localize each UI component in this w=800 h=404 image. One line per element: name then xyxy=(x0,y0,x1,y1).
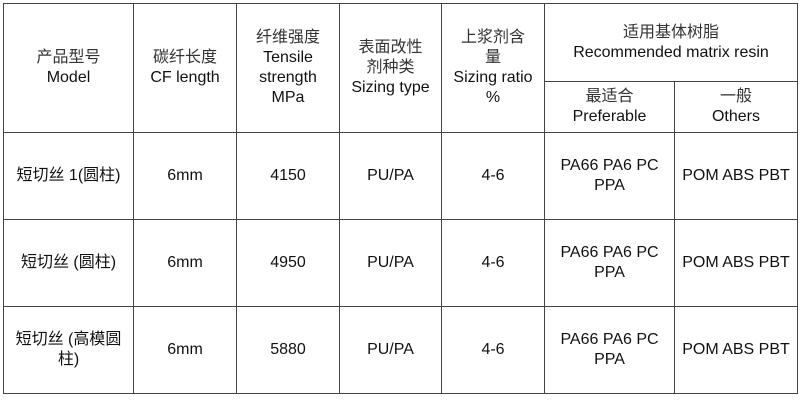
cell-length: 6mm xyxy=(133,132,237,220)
cell-others: POM ABS PBT xyxy=(674,219,798,307)
table-row: 短切丝 (圆柱) 6mm 4950 PU/PA 4-6 PA66 PA6 PC P… xyxy=(3,219,798,307)
header-tensile-en3: MPa xyxy=(271,89,305,106)
header-preferable-cn: 最适合 xyxy=(585,88,634,105)
header-cf-length-en: CF length xyxy=(150,69,220,86)
header-tensile-en1: Tensile xyxy=(263,49,313,66)
cell-ratio: 4-6 xyxy=(441,306,545,394)
header-tensile: 纤维强度 Tensile strength MPa xyxy=(236,3,340,133)
header-preferable: 最适合 Preferable xyxy=(544,81,675,133)
header-preferable-en: Preferable xyxy=(572,108,647,125)
header-model-cn: 产品型号 xyxy=(36,49,101,66)
header-model-en: Model xyxy=(46,69,91,86)
cell-model: 短切丝 (高模圆柱) xyxy=(3,306,134,394)
cell-strength: 4150 xyxy=(236,132,340,220)
header-row: 产品型号 Model 碳纤长度 CF length 纤维强度 Tensile stren… xyxy=(3,3,798,133)
product-spec-table: 产品型号 Model 碳纤长度 CF length 纤维强度 Tensile stren… xyxy=(3,3,798,394)
table-row: 短切丝 (高模圆柱) 6mm 5880 PU/PA 4-6 PA66 PA6 P… xyxy=(3,306,798,394)
header-matrix: 适用基体树脂 Recommended matrix resin xyxy=(544,3,798,82)
cell-preferable-line2: PPA xyxy=(594,177,625,194)
cell-sizing: PU/PA xyxy=(339,132,442,220)
header-model: 产品型号 Model xyxy=(3,3,134,133)
header-others-en: Others xyxy=(711,108,760,125)
header-sizing-type: 表面改性剂种类 Sizing type xyxy=(339,3,442,133)
subheader-row: 最适合 Preferable 一般 Others xyxy=(4,81,798,133)
header-sizing-type-cn2: 剂种类 xyxy=(366,59,415,76)
cell-ratio: 4-6 xyxy=(441,219,545,307)
header-sizing-type-en: Sizing type xyxy=(351,79,430,96)
cell-length: 6mm xyxy=(133,306,237,394)
cell-preferable: PA66 PA6 PC PPA xyxy=(544,219,675,307)
cell-preferable-line1: PA66 PA6 PC xyxy=(560,244,659,261)
cell-preferable-line2: PPA xyxy=(594,351,625,368)
header-cf-length-cn: 碳纤长度 xyxy=(152,49,217,66)
cell-ratio: 4-6 xyxy=(441,132,545,220)
table-row: 短切丝 1(圆柱) 6mm 4150 PU/PA 4-6 PA66 PA6 PC… xyxy=(3,132,798,220)
cell-strength: 5880 xyxy=(236,306,340,394)
header-sizing-ratio: 上浆剂含量 Sizing ratio% xyxy=(441,3,545,133)
cell-sizing: PU/PA xyxy=(339,219,442,307)
cell-strength: 4950 xyxy=(236,219,340,307)
header-tensile-en2: strength xyxy=(259,69,317,86)
cell-preferable: PA66 PA6 PC PPA xyxy=(544,132,675,220)
header-cf-length: 碳纤长度 CF length xyxy=(133,3,237,133)
header-matrix-en: Recommended matrix resin xyxy=(573,43,769,61)
header-matrix-cn: 适用基体树脂 xyxy=(622,23,719,41)
header-sizing-ratio-cn1: 上浆剂含 xyxy=(460,29,525,46)
header-others-cn: 一般 xyxy=(719,88,752,105)
cell-others: POM ABS PBT xyxy=(674,132,798,220)
cell-preferable: PA66 PA6 PC PPA xyxy=(544,306,675,394)
cell-model: 短切丝 (圆柱) xyxy=(3,219,134,307)
header-others: 一般 Others xyxy=(674,81,798,133)
header-sizing-ratio-en1: Sizing ratio xyxy=(453,69,533,86)
header-sizing-type-cn1: 表面改性 xyxy=(358,39,423,56)
cell-preferable-line1: PA66 PA6 PC xyxy=(560,331,659,348)
header-sizing-ratio-cn2: 量 xyxy=(484,49,501,66)
cell-model: 短切丝 1(圆柱) xyxy=(3,132,134,220)
cell-sizing: PU/PA xyxy=(339,306,442,394)
header-tensile-cn: 纤维强度 xyxy=(255,29,320,46)
cell-preferable-line2: PPA xyxy=(594,264,625,281)
cell-length: 6mm xyxy=(133,219,237,307)
cell-preferable-line1: PA66 PA6 PC xyxy=(560,157,659,174)
header-sizing-ratio-en2: % xyxy=(485,89,501,106)
cell-others: POM ABS PBT xyxy=(674,306,798,394)
